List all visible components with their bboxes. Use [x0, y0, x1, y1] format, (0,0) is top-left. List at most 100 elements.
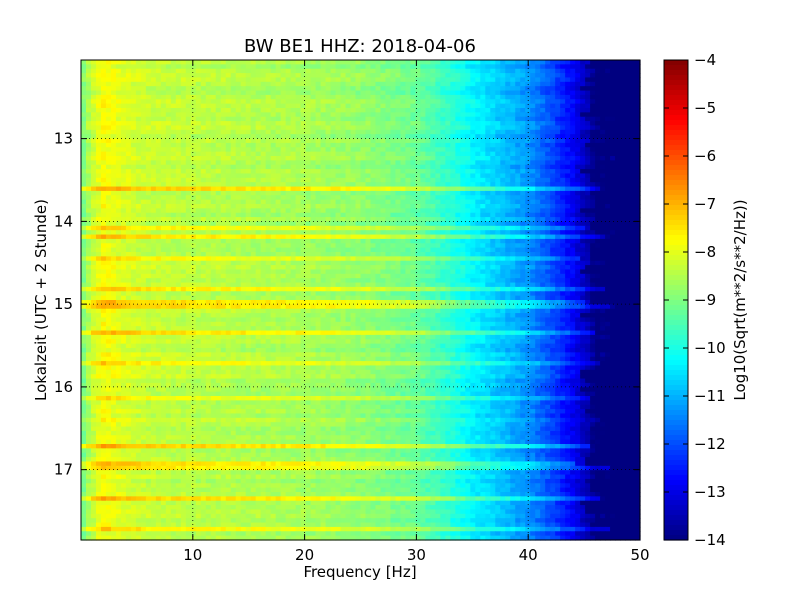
- heatmap-cell: [395, 230, 402, 236]
- heatmap-cell: [485, 129, 491, 135]
- heatmap-cell: [81, 190, 87, 196]
- heatmap-cell: [405, 108, 412, 113]
- heatmap-cell: [600, 217, 606, 223]
- heatmap-cell: [340, 238, 347, 244]
- heatmap-cell: [510, 208, 516, 214]
- heatmap-cell: [235, 160, 242, 166]
- heatmap-cell: [235, 212, 242, 218]
- heatmap-cell: [600, 90, 606, 96]
- heatmap-cell: [490, 247, 496, 253]
- heatmap-cell: [220, 177, 227, 183]
- heatmap-cell: [370, 243, 377, 249]
- heatmap-cell: [245, 121, 252, 127]
- heatmap-cell: [520, 195, 526, 201]
- heatmap-cell: [375, 230, 382, 236]
- heatmap-cell: [420, 247, 426, 253]
- heatmap-cell: [530, 77, 536, 83]
- heatmap-cell: [330, 160, 337, 166]
- heatmap-cell: [590, 68, 596, 74]
- heatmap-cell: [355, 164, 362, 170]
- heatmap-cell: [540, 151, 546, 157]
- heatmap-cell: [570, 64, 576, 70]
- heatmap-cell: [110, 195, 117, 201]
- heatmap-cell: [145, 121, 152, 127]
- heatmap-cell: [515, 129, 521, 135]
- heatmap-cell: [225, 243, 232, 249]
- heatmap-cell: [130, 217, 137, 223]
- heatmap-cell: [555, 64, 561, 70]
- heatmap-cell: [400, 147, 407, 153]
- heatmap-cell: [615, 208, 621, 214]
- heatmap-cell: [255, 230, 262, 236]
- heatmap-cell: [115, 221, 122, 227]
- heatmap-cell: [585, 156, 591, 161]
- heatmap-cell: [290, 186, 297, 192]
- heatmap-cell: [315, 243, 322, 249]
- heatmap-cell: [270, 90, 277, 96]
- heatmap-cell: [310, 73, 317, 79]
- heatmap-cell: [250, 125, 257, 131]
- heatmap-cell: [565, 116, 571, 122]
- heatmap-cell: [135, 129, 142, 135]
- heatmap-cell: [215, 221, 222, 227]
- heatmap-cell: [635, 217, 641, 223]
- heatmap-cell: [485, 195, 491, 201]
- heatmap-cell: [350, 73, 357, 79]
- heatmap-cell: [610, 142, 616, 148]
- heatmap-cell: [560, 86, 566, 92]
- heatmap-cell: [330, 99, 337, 105]
- heatmap-cell: [295, 60, 302, 65]
- heatmap-cell: [635, 112, 641, 118]
- heatmap-cell: [330, 182, 337, 188]
- heatmap-cell: [85, 186, 92, 192]
- heatmap-cell: [405, 195, 412, 201]
- heatmap-cell: [215, 160, 222, 166]
- heatmap-cell: [145, 77, 152, 83]
- heatmap-cell: [125, 252, 132, 257]
- heatmap-cell: [525, 151, 531, 157]
- heatmap-cell: [635, 182, 641, 188]
- heatmap-cell: [635, 225, 641, 231]
- heatmap-cell: [545, 99, 551, 105]
- heatmap-cell: [210, 125, 217, 131]
- heatmap-cell: [380, 90, 387, 96]
- heatmap-cell: [385, 190, 392, 196]
- heatmap-cell: [455, 190, 461, 196]
- heatmap-cell: [385, 121, 392, 127]
- heatmap-cell: [625, 156, 631, 161]
- heatmap-cell: [140, 108, 147, 113]
- heatmap-cell: [565, 204, 571, 209]
- heatmap-cell: [420, 160, 426, 166]
- heatmap-cell: [315, 94, 322, 100]
- heatmap-cell: [390, 156, 397, 161]
- heatmap-cell: [165, 121, 172, 127]
- heatmap-cell: [470, 90, 476, 96]
- heatmap-cell: [415, 177, 421, 183]
- heatmap-cell: [325, 182, 332, 188]
- heatmap-cell: [180, 94, 187, 100]
- heatmap-cell: [520, 60, 526, 65]
- heatmap-cell: [310, 94, 317, 100]
- heatmap-cell: [420, 208, 426, 214]
- heatmap-cell: [610, 68, 616, 74]
- heatmap-cell: [190, 234, 197, 240]
- heatmap-cell: [145, 221, 152, 227]
- heatmap-cell: [81, 81, 87, 87]
- heatmap-cell: [580, 99, 586, 105]
- heatmap-cell: [190, 86, 197, 92]
- heatmap-cell: [180, 73, 187, 79]
- heatmap-cell: [485, 173, 491, 179]
- heatmap-cell: [195, 243, 202, 249]
- heatmap-cell: [465, 225, 471, 231]
- heatmap-cell: [120, 230, 127, 236]
- heatmap-cell: [375, 199, 382, 205]
- heatmap-cell: [325, 156, 332, 161]
- heatmap-cell: [330, 208, 337, 214]
- heatmap-cell: [320, 156, 327, 161]
- heatmap-cell: [420, 204, 426, 209]
- heatmap-cell: [300, 252, 307, 257]
- heatmap-cell: [585, 129, 591, 135]
- heatmap-cell: [505, 204, 511, 209]
- heatmap-cell: [135, 112, 142, 118]
- heatmap-cell: [210, 238, 217, 244]
